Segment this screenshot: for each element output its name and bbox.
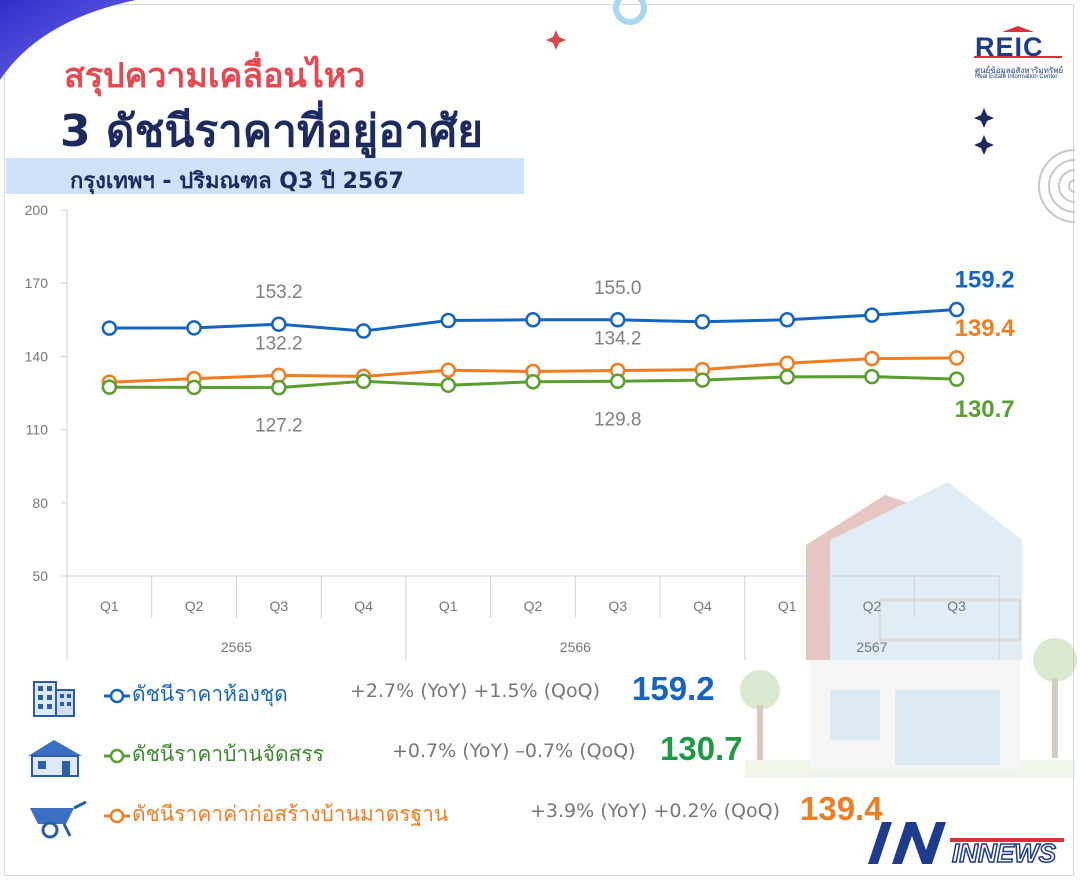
legend-marker-construction [104,808,130,824]
data-point-construction [779,355,795,371]
data-point-construction [440,362,457,379]
x-tick-label: Q1 [100,598,119,614]
legend-row-construction: ดัชนีราคาค่าก่อสร้างบ้านมาตรฐาน +3.9% (Y… [24,790,884,840]
legend-value: 139.4 [800,790,883,827]
subtitle: กรุงเทพฯ - ปริมณฑล Q3 ปี 2567 [70,169,404,194]
y-tick-label: 110 [26,422,49,438]
data-point-housing [355,373,372,390]
legend-value: 159.2 [632,670,715,707]
y-tick-label: 80 [32,495,48,511]
corner-decoration [0,0,136,80]
data-point-condo [271,316,287,332]
data-label-construction: 134.2 [594,329,642,350]
data-point-housing [864,368,880,385]
data-label-condo: 155.0 [594,278,642,299]
sparkle-icon [546,30,566,50]
data-point-housing [440,377,457,393]
wheelbarrow-icon [30,800,87,839]
sparkle-icon [974,135,994,155]
data-point-condo [864,307,880,323]
data-point-condo [440,312,457,329]
x-tick-label: Q4 [693,598,712,614]
arc-decoration [1038,149,1076,223]
reic-logo [974,26,1062,58]
x-tick-label: Q2 [524,598,543,614]
title-line1: สรุปความเคลื่อนไหว [64,56,366,96]
legend-value: 130.7 [660,730,743,767]
year-group-label: 2566 [560,639,591,655]
year-group-label: 2565 [221,639,252,655]
x-tick-label: Q3 [269,598,288,614]
legend-row-housing: ดัชนีราคาบ้านจัดสรร +0.7% (YoY) –0.7% (Q… [24,730,764,780]
data-point-housing [271,379,287,396]
data-label-construction: 139.4 [955,315,1016,342]
sparkle-icon [974,108,994,128]
data-point-condo [186,320,202,336]
legend-stats: +0.7% (YoY) –0.7% (QoQ) [392,740,636,762]
data-point-construction [948,350,965,366]
data-label-condo: 153.2 [255,282,303,303]
data-point-condo [694,314,711,330]
x-tick-label: Q3 [947,598,966,614]
data-point-housing [525,374,541,390]
data-label-condo: 159.2 [955,267,1015,294]
logo-subtitle-thai: ศูนย์ข้อมูลอสังหาริมทรัพย์ [975,66,1064,75]
data-point-condo [779,312,795,328]
page-frame [4,4,1074,876]
data-point-housing [609,373,626,390]
data-point-housing [186,379,202,396]
legend-stats: +3.9% (YoY) +0.2% (QoQ) [530,800,780,822]
data-point-condo [355,323,372,339]
data-point-condo [609,312,626,328]
y-tick-label: 200 [25,202,49,218]
data-label-housing: 127.2 [255,416,303,437]
data-point-housing [694,372,711,388]
legend-marker-condo [104,688,130,704]
data-label-construction: 132.2 [255,333,303,354]
legend-row-condo: ดัชนีราคาห้องชุด +2.7% (YoY) +1.5% (QoQ)… [24,670,724,720]
data-point-condo [948,301,965,318]
x-tick-label: Q1 [778,598,797,614]
data-point-condo [101,320,118,336]
data-point-condo [525,312,541,328]
ring-decoration [613,0,647,25]
data-point-construction [864,350,880,367]
x-tick-label: Q2 [863,598,882,614]
watermark-text: INNEWS [952,838,1057,866]
subtitle-bar [6,158,524,194]
legend-stats: +2.7% (YoY) +1.5% (QoQ) [350,680,600,702]
logo-subtitle-english: Real Estate Information Center [975,74,1058,80]
x-tick-label: Q1 [439,598,458,614]
logo-text: REIC [975,32,1044,62]
legend-name: ดัชนีราคาบ้านจัดสรร [132,742,324,766]
house-illustration [740,482,1077,778]
legend-name: ดัชนีราคาค่าก่อสร้างบ้านมาตรฐาน [132,802,449,826]
legend-marker-housing [104,748,130,764]
data-label-housing: 129.8 [594,409,642,430]
house-icon [28,740,82,777]
x-tick-label: Q2 [185,598,204,614]
data-point-housing [779,369,795,385]
y-tick-label: 50 [32,568,48,584]
year-group-label: 2567 [856,639,887,655]
x-tick-label: Q3 [608,598,627,614]
x-tick-label: Q4 [354,598,373,614]
data-point-housing [101,379,118,395]
legend-name: ดัชนีราคาห้องชุด [132,682,288,706]
y-tick-label: 170 [25,275,49,291]
innews-watermark: INNEWS [868,822,1064,866]
title-line2: 3 ดัชนีราคาที่อยู่อาศัย [60,106,483,157]
y-tick-label: 140 [25,348,49,364]
data-label-housing: 130.7 [955,396,1015,423]
data-point-housing [948,371,965,387]
condo-building-icon [33,681,75,717]
